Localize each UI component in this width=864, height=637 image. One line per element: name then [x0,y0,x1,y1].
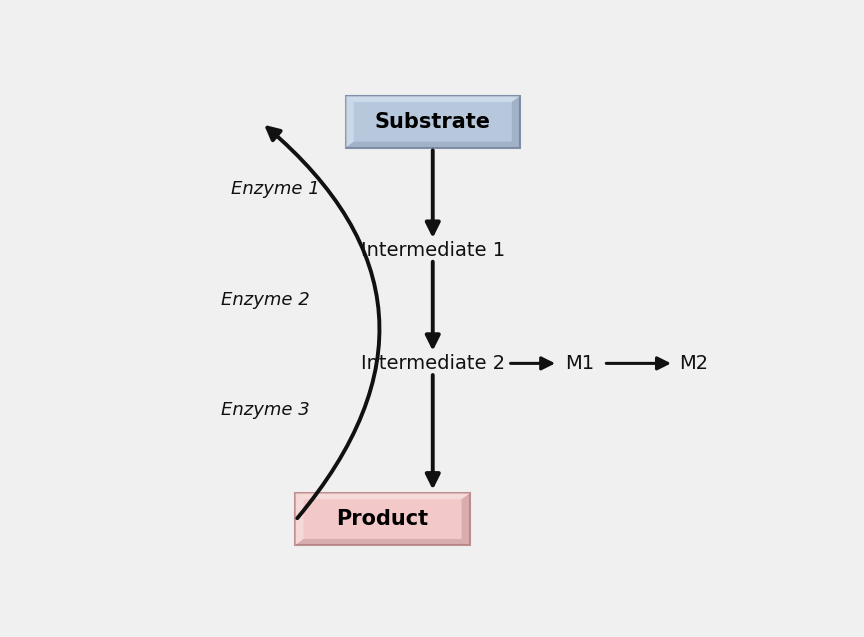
Text: Product: Product [336,509,429,529]
FancyBboxPatch shape [295,493,470,545]
FancyArrowPatch shape [268,127,379,519]
Polygon shape [295,493,470,499]
Polygon shape [346,96,353,148]
Text: Enzyme 1: Enzyme 1 [231,180,320,198]
Polygon shape [346,141,520,148]
Polygon shape [295,539,470,545]
Text: M2: M2 [679,354,708,373]
Polygon shape [295,493,303,545]
Text: Enzyme 2: Enzyme 2 [221,290,309,308]
Text: Intermediate 2: Intermediate 2 [360,354,505,373]
FancyBboxPatch shape [346,96,520,148]
Text: Substrate: Substrate [375,112,491,132]
Text: Intermediate 1: Intermediate 1 [360,241,505,260]
Text: M1: M1 [566,354,594,373]
Polygon shape [511,96,520,148]
Text: Enzyme 3: Enzyme 3 [221,401,309,419]
Polygon shape [461,493,470,545]
Polygon shape [346,96,520,102]
